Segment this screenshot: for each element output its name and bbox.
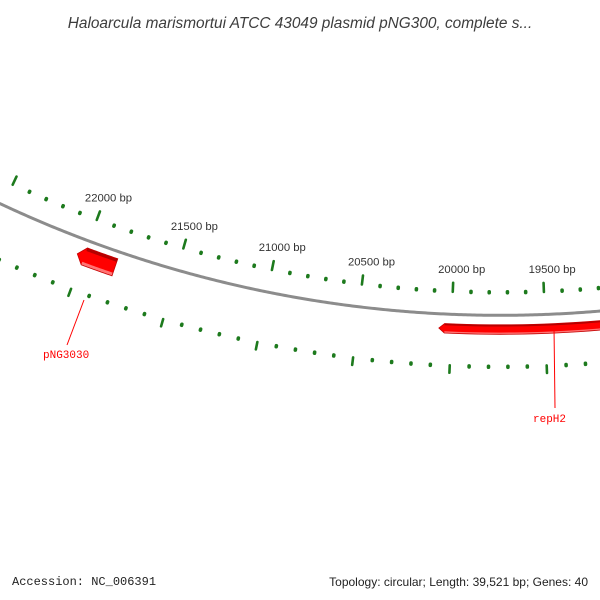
svg-text:pNG3030: pNG3030 xyxy=(43,350,89,362)
svg-text:21000 bp: 21000 bp xyxy=(259,242,306,254)
svg-text:22000 bp: 22000 bp xyxy=(85,193,132,205)
svg-text:20000 bp: 20000 bp xyxy=(438,264,485,276)
svg-text:19500 bp: 19500 bp xyxy=(529,264,576,276)
svg-text:21500 bp: 21500 bp xyxy=(171,221,218,233)
svg-text:20500 bp: 20500 bp xyxy=(348,257,395,269)
svg-text:repH2: repH2 xyxy=(533,414,566,426)
